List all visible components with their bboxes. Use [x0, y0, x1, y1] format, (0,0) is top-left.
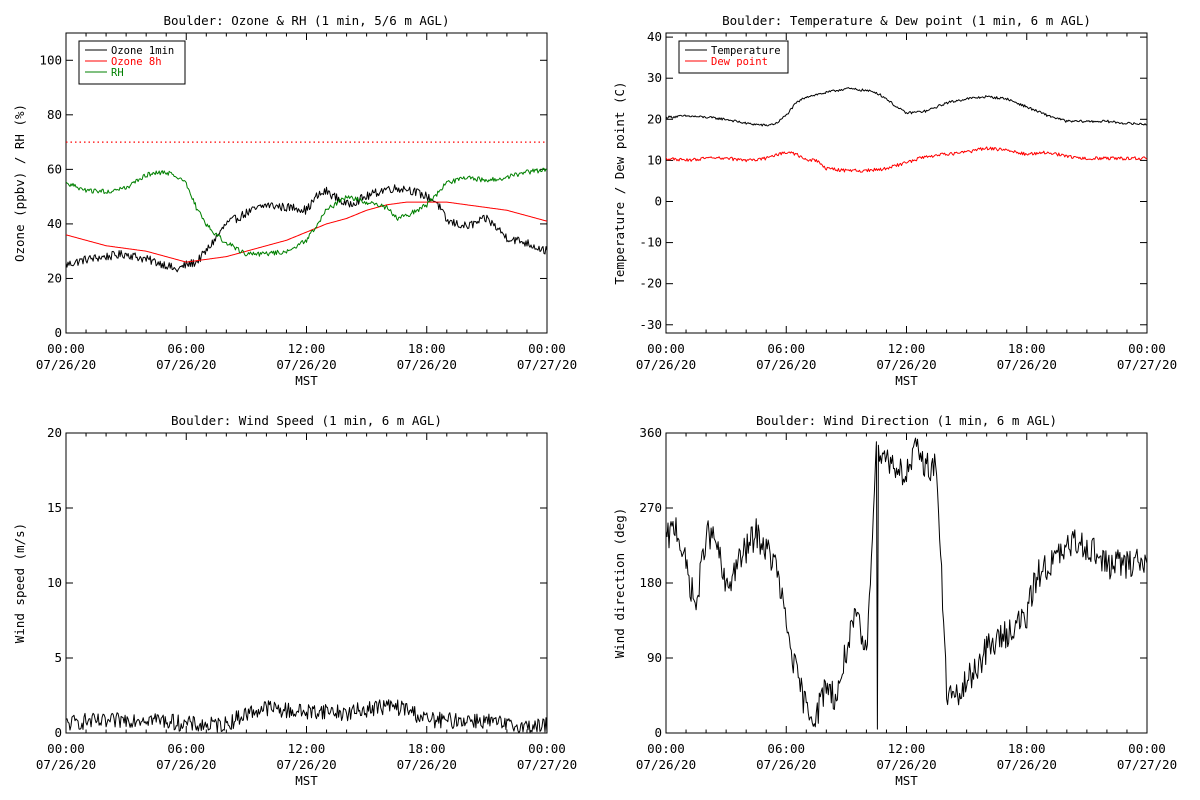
x-tick-label-time: 12:00 — [888, 341, 926, 356]
wind-direction-chart: Boulder: Wind Direction (1 min, 6 m AGL)… — [612, 413, 1177, 788]
series-line — [666, 146, 1147, 173]
x-tick-label-time: 00:00 — [647, 741, 685, 756]
x-axis-label: MST — [295, 373, 318, 388]
x-tick-label-date: 07/26/20 — [756, 757, 816, 772]
series-line — [66, 167, 547, 257]
y-tick-label: -30 — [639, 317, 662, 332]
x-tick-label-date: 07/26/20 — [997, 757, 1057, 772]
legend-entry: RH — [111, 67, 124, 79]
temperature-dewpoint-chart: Boulder: Temperature & Dew point (1 min,… — [612, 13, 1177, 388]
chart-title: Boulder: Wind Direction (1 min, 6 m AGL) — [756, 413, 1057, 428]
legend-entry: Ozone 8h — [111, 56, 162, 68]
x-tick-label-date: 07/26/20 — [876, 757, 936, 772]
x-tick-label-date: 07/26/20 — [636, 757, 696, 772]
x-tick-label-date: 07/26/20 — [756, 357, 816, 372]
x-tick-label-date: 07/26/20 — [876, 357, 936, 372]
x-tick-label-time: 06:00 — [767, 741, 805, 756]
x-tick-label-date: 07/26/20 — [36, 357, 96, 372]
y-tick-label: -10 — [639, 235, 662, 250]
y-tick-label: 30 — [647, 70, 662, 85]
y-tick-label: 20 — [47, 270, 62, 285]
x-tick-label-time: 18:00 — [408, 741, 446, 756]
x-tick-label-time: 12:00 — [288, 341, 326, 356]
x-tick-label-time: 00:00 — [1128, 341, 1166, 356]
x-tick-label-time: 00:00 — [47, 741, 85, 756]
plot-frame — [665, 32, 1148, 334]
x-tick-label-time: 18:00 — [1008, 341, 1046, 356]
x-tick-label-time: 06:00 — [167, 741, 205, 756]
y-tick-label: 40 — [647, 29, 662, 44]
y-tick-label: 80 — [47, 107, 62, 122]
x-tick-label-time: 12:00 — [888, 741, 926, 756]
x-tick-label-time: 06:00 — [167, 341, 205, 356]
y-tick-label: 20 — [47, 425, 62, 440]
y-tick-label: 360 — [639, 425, 662, 440]
series-line — [66, 201, 547, 263]
x-tick-label-date: 07/26/20 — [276, 757, 336, 772]
y-tick-label: 60 — [47, 161, 62, 176]
y-tick-label: 10 — [47, 575, 62, 590]
x-axis-label: MST — [895, 373, 918, 388]
x-tick-label-date: 07/26/20 — [36, 757, 96, 772]
y-tick-label: 0 — [654, 193, 662, 208]
x-tick-label-time: 00:00 — [1128, 741, 1166, 756]
series-line — [666, 87, 1147, 127]
y-tick-label: 270 — [639, 500, 662, 515]
x-tick-label-time: 00:00 — [647, 341, 685, 356]
x-tick-label-time: 00:00 — [528, 341, 566, 356]
y-axis-label: Ozone (ppbv) / RH (%) — [12, 104, 27, 262]
x-tick-label-time: 12:00 — [288, 741, 326, 756]
x-tick-label-time: 06:00 — [767, 341, 805, 356]
wind-speed-chart: Boulder: Wind Speed (1 min, 6 m AGL) MST… — [12, 413, 577, 788]
x-tick-label-time: 00:00 — [47, 341, 85, 356]
plot-frame — [65, 432, 548, 734]
x-tick-label-time: 18:00 — [1008, 741, 1046, 756]
x-axis-label: MST — [295, 773, 318, 788]
y-tick-label: 10 — [647, 152, 662, 167]
y-tick-label: 0 — [54, 725, 62, 740]
y-tick-label: 180 — [639, 575, 662, 590]
y-tick-label: 0 — [54, 325, 62, 340]
y-axis-label: Wind direction (deg) — [612, 508, 627, 659]
series-line — [666, 437, 1147, 730]
x-tick-label-date: 07/26/20 — [156, 357, 216, 372]
y-axis-label: Wind speed (m/s) — [12, 523, 27, 643]
series-line — [66, 184, 547, 273]
y-axis-label: Temperature / Dew point (C) — [612, 81, 627, 284]
chart-title: Boulder: Ozone & RH (1 min, 5/6 m AGL) — [164, 13, 450, 28]
legend-entry: Dew point — [711, 56, 768, 68]
chart-title: Boulder: Temperature & Dew point (1 min,… — [722, 13, 1091, 28]
x-tick-label-date: 07/26/20 — [397, 357, 457, 372]
x-tick-label-date: 07/26/20 — [997, 357, 1057, 372]
y-tick-label: 40 — [47, 216, 62, 231]
legend-entry: Ozone 1min — [111, 45, 174, 57]
x-tick-label-date: 07/26/20 — [636, 357, 696, 372]
x-tick-label-time: 18:00 — [408, 341, 446, 356]
legend-box — [678, 40, 789, 74]
y-tick-label: 100 — [39, 52, 62, 67]
y-tick-label: -20 — [639, 276, 662, 291]
y-tick-label: 5 — [54, 650, 62, 665]
y-tick-label: 90 — [647, 650, 662, 665]
x-tick-label-date: 07/26/20 — [276, 357, 336, 372]
x-tick-label-date: 07/27/20 — [517, 357, 577, 372]
y-tick-label: 20 — [647, 111, 662, 126]
legend-entry: Temperature — [711, 45, 781, 57]
x-axis-label: MST — [895, 773, 918, 788]
ozone-rh-chart: Boulder: Ozone & RH (1 min, 5/6 m AGL) M… — [12, 13, 577, 388]
legend-box — [78, 40, 186, 85]
x-tick-label-date: 07/26/20 — [156, 757, 216, 772]
x-tick-label-time: 00:00 — [528, 741, 566, 756]
y-tick-label: 15 — [47, 500, 62, 515]
x-tick-label-date: 07/27/20 — [1117, 757, 1177, 772]
series-line — [66, 699, 547, 733]
x-tick-label-date: 07/27/20 — [517, 757, 577, 772]
chart-title: Boulder: Wind Speed (1 min, 6 m AGL) — [171, 413, 442, 428]
x-tick-label-date: 07/27/20 — [1117, 357, 1177, 372]
y-tick-label: 0 — [654, 725, 662, 740]
x-tick-label-date: 07/26/20 — [397, 757, 457, 772]
